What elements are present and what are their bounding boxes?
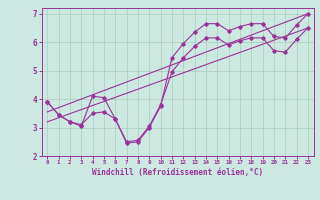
X-axis label: Windchill (Refroidissement éolien,°C): Windchill (Refroidissement éolien,°C) [92,168,263,177]
